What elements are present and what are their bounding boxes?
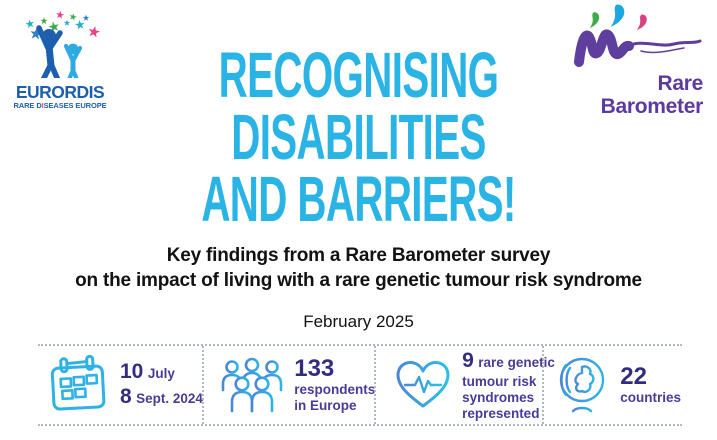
stat-respondents: 133 respondents in Europe: [202, 346, 376, 424]
heart-pulse-icon: [396, 361, 450, 408]
subtitle-line-2: on the impact of living with a rare gene…: [75, 270, 642, 291]
title-line-3: AND BARRIERS!: [201, 163, 516, 235]
stat-value: 9: [462, 348, 474, 372]
calendar-icon: [50, 355, 106, 411]
stat-value: 22: [620, 363, 647, 390]
stat-text: 9 rare genetic tumour risk syndromes rep…: [462, 348, 555, 421]
stat-value: 8: [120, 385, 132, 408]
page-title: RECOGNISING DISABILITIES AND BARRIERS!: [0, 39, 717, 235]
stat-text: 10 July 8 Sept. 2024: [120, 360, 203, 408]
eurordis-stars-figures-icon: [24, 10, 101, 85]
globe-icon: [560, 357, 605, 413]
stat-text: 133 respondents in Europe: [294, 355, 376, 414]
publication-date: February 2025: [303, 312, 414, 331]
title-line-1: RECOGNISING: [218, 39, 499, 111]
rare-barometer-squiggle-icon: [574, 4, 702, 67]
stat-syndromes: 9 rare genetic tumour risk syndromes rep…: [374, 346, 555, 424]
eurordis-wordmark: EURORDIS: [15, 82, 105, 102]
title-line-2: DISABILITIES: [231, 101, 486, 173]
eurordis-tagline: RARE DISEASES EUROPE: [13, 101, 107, 110]
rare-barometer-logo: Rare Barometer: [571, 4, 705, 122]
stat-value: 133: [294, 355, 335, 382]
rare-barometer-wordmark: Rare Barometer: [600, 72, 704, 118]
key-stats-strip: 10 July 8 Sept. 2024: [38, 344, 682, 426]
people-icon: [221, 357, 283, 413]
subtitle: Key findings from a Rare Barometer surve…: [0, 243, 717, 293]
subtitle-line-1: Key findings from a Rare Barometer surve…: [166, 245, 551, 266]
stat-text: 22 countries: [620, 363, 681, 406]
eurordis-logo: EURORDIS RARE DISEASES EUROPE: [12, 6, 108, 110]
stat-survey-dates: 10 July 8 Sept. 2024: [38, 346, 203, 424]
stat-value: 10: [120, 360, 144, 383]
stat-countries: 22 countries: [542, 346, 682, 424]
